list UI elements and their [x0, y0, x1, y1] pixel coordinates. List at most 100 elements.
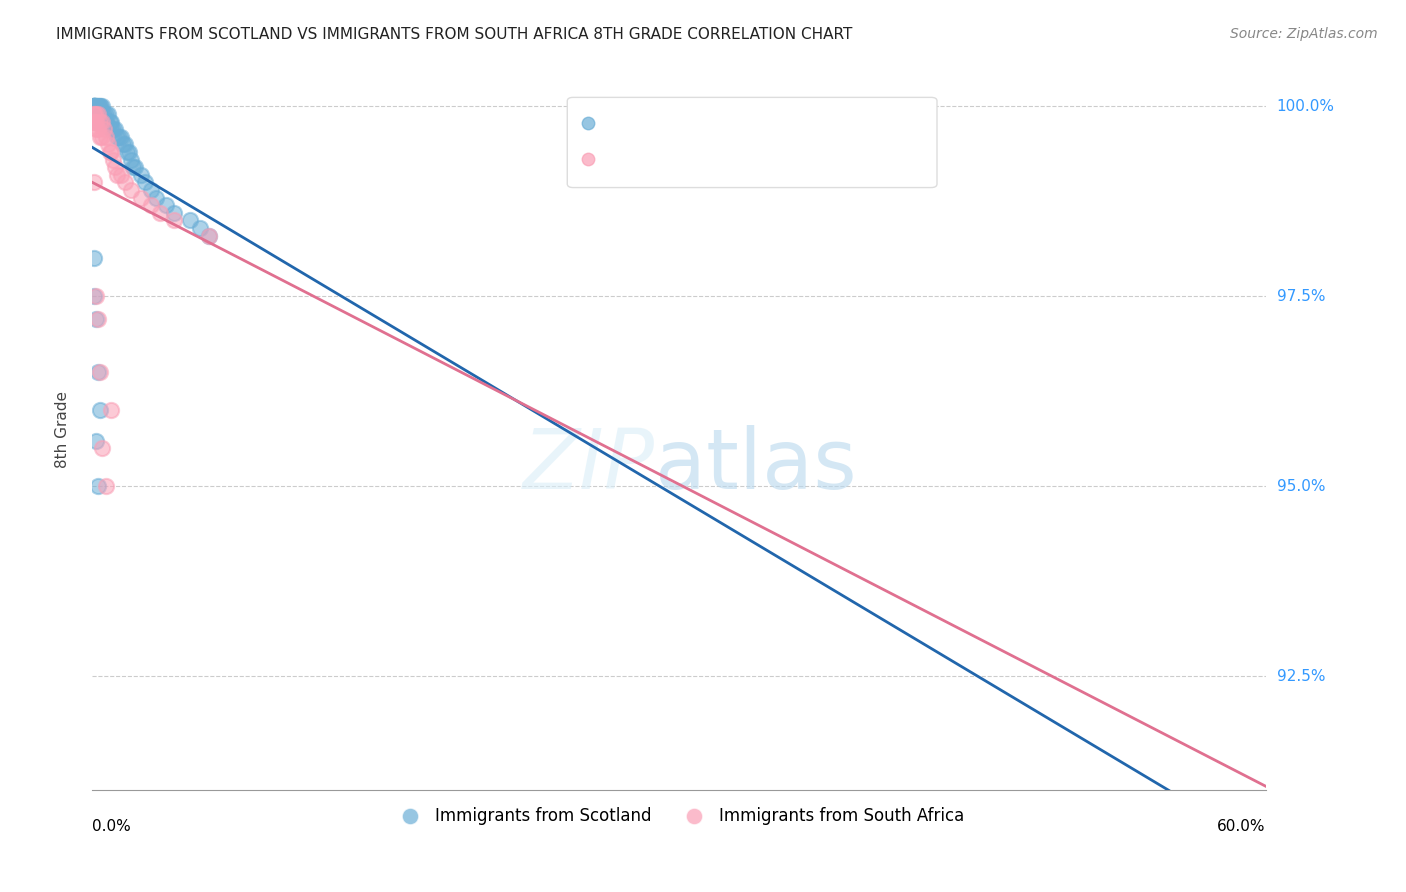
- Point: [84, 114, 107, 128]
- Point: [90, 114, 112, 128]
- Point: [198, 228, 221, 243]
- Text: 8th Grade: 8th Grade: [55, 391, 70, 467]
- Point: [155, 198, 177, 212]
- Text: 100.0%: 100.0%: [1277, 99, 1334, 114]
- Point: [84, 312, 107, 326]
- Point: [100, 403, 122, 417]
- Point: [94, 107, 117, 121]
- Point: [87, 99, 110, 113]
- Point: [83, 107, 105, 121]
- Point: [129, 191, 152, 205]
- Point: [89, 107, 111, 121]
- Point: [139, 198, 162, 212]
- Point: [100, 114, 122, 128]
- Point: [149, 206, 172, 220]
- Point: [84, 107, 107, 121]
- Point: [105, 129, 128, 144]
- Point: [84, 122, 107, 136]
- Point: [97, 107, 120, 121]
- Point: [87, 479, 110, 493]
- Point: [93, 122, 115, 136]
- Text: 92.5%: 92.5%: [1277, 668, 1326, 683]
- Point: [87, 122, 110, 136]
- Point: [104, 122, 127, 136]
- Point: [129, 168, 152, 182]
- Point: [90, 129, 112, 144]
- Point: [103, 122, 125, 136]
- Point: [90, 114, 112, 128]
- Point: [84, 99, 107, 113]
- Point: [89, 114, 111, 128]
- Point: [97, 137, 120, 152]
- Text: Source: ZipAtlas.com: Source: ZipAtlas.com: [1230, 27, 1378, 41]
- Point: [108, 129, 131, 144]
- Text: N = 36: N = 36: [773, 150, 831, 168]
- Text: ZIP: ZIP: [523, 425, 655, 506]
- Point: [90, 107, 112, 121]
- Point: [139, 183, 162, 197]
- Point: [100, 145, 122, 159]
- Legend: Immigrants from Scotland, Immigrants from South Africa: Immigrants from Scotland, Immigrants fro…: [387, 801, 970, 832]
- Point: [83, 107, 105, 121]
- Text: 95.0%: 95.0%: [1277, 479, 1326, 493]
- Point: [89, 129, 111, 144]
- Point: [163, 213, 186, 227]
- Point: [83, 99, 105, 113]
- Point: [83, 114, 105, 128]
- Point: [83, 107, 105, 121]
- Point: [198, 228, 221, 243]
- Point: [83, 99, 105, 113]
- Point: [115, 145, 138, 159]
- Point: [89, 403, 111, 417]
- Text: N = 64: N = 64: [773, 113, 831, 132]
- Point: [83, 176, 105, 190]
- Point: [84, 434, 107, 448]
- Point: [89, 99, 111, 113]
- Point: [89, 99, 111, 113]
- Point: [100, 122, 122, 136]
- Point: [89, 114, 111, 128]
- Point: [84, 114, 107, 128]
- Point: [120, 153, 142, 167]
- Point: [179, 213, 201, 227]
- Point: [94, 129, 117, 144]
- Point: [114, 176, 136, 190]
- Point: [87, 107, 110, 121]
- Point: [87, 107, 110, 121]
- Point: [118, 145, 141, 159]
- Point: [93, 107, 115, 121]
- Point: [83, 99, 105, 113]
- Point: [120, 183, 142, 197]
- Point: [188, 221, 211, 235]
- Point: [87, 99, 110, 113]
- Point: [87, 365, 110, 379]
- Point: [94, 479, 117, 493]
- Point: [83, 114, 105, 128]
- Text: 60.0%: 60.0%: [1218, 819, 1265, 834]
- Point: [89, 365, 111, 379]
- Text: R = 0.420: R = 0.420: [605, 150, 688, 168]
- Point: [83, 99, 105, 113]
- Point: [145, 191, 167, 205]
- Point: [110, 168, 132, 182]
- Point: [93, 114, 115, 128]
- FancyBboxPatch shape: [567, 97, 936, 187]
- Point: [94, 114, 117, 128]
- Point: [90, 99, 112, 113]
- Point: [84, 107, 107, 121]
- Point: [104, 160, 127, 174]
- Point: [83, 99, 105, 113]
- Point: [83, 99, 105, 113]
- Point: [87, 107, 110, 121]
- Point: [83, 99, 105, 113]
- Point: [87, 312, 110, 326]
- Point: [114, 137, 136, 152]
- Point: [84, 107, 107, 121]
- Point: [83, 289, 105, 303]
- Point: [90, 441, 112, 455]
- Point: [122, 160, 145, 174]
- Point: [83, 107, 105, 121]
- Text: R = 0.457: R = 0.457: [605, 113, 688, 132]
- Point: [105, 168, 128, 182]
- Point: [110, 129, 132, 144]
